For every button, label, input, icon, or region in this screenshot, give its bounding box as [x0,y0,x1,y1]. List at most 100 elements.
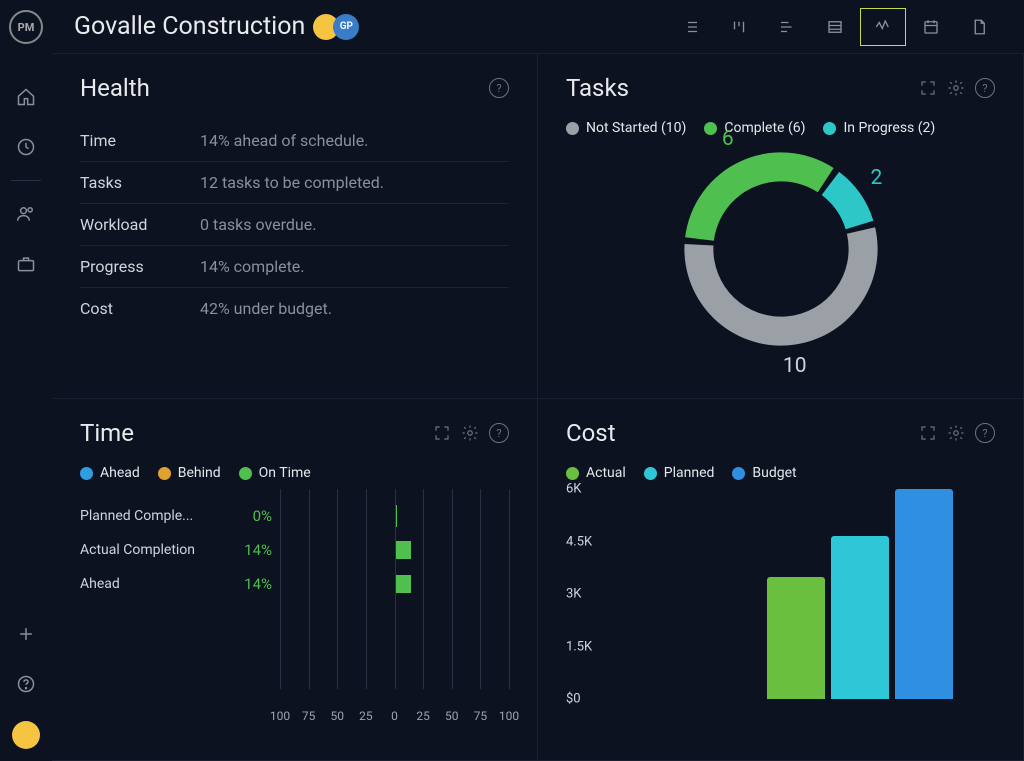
legend-item[interactable]: Behind [158,465,221,481]
legend-item[interactable]: In Progress (2) [823,120,935,136]
view-switcher [668,8,1002,46]
time-row-label: Planned Comple... [80,508,230,524]
time-bar [395,575,411,593]
legend-dot [158,467,171,480]
health-row: Tasks12 tasks to be completed. [80,162,509,204]
gear-icon[interactable] [461,424,479,442]
team-icon[interactable] [15,203,37,225]
sidebar: PM [0,0,52,761]
health-row: Time14% ahead of schedule. [80,120,509,162]
cost-chart: $01.5K3K4.5K6K [566,489,995,719]
legend-label: Planned [664,465,715,481]
health-row-value: 0 tasks overdue. [200,215,316,234]
donut-slice-label: 2 [871,166,883,190]
view-file-icon[interactable] [956,8,1002,46]
legend-item[interactable]: Actual [566,465,626,481]
time-help-icon[interactable]: ? [489,423,509,443]
member-avatar-2[interactable]: GP [333,14,359,40]
health-row-value: 14% ahead of schedule. [200,131,368,150]
help-icon[interactable] [15,673,37,695]
legend-label: Complete (6) [724,120,805,136]
app-logo[interactable]: PM [9,10,43,44]
legend-label: Ahead [100,465,140,481]
expand-icon[interactable] [919,424,937,442]
legend-label: Not Started (10) [586,120,686,136]
legend-item[interactable]: Ahead [80,465,140,481]
legend-item[interactable]: Budget [732,465,796,481]
view-board-icon[interactable] [716,8,762,46]
time-row-label: Actual Completion [80,542,230,558]
user-avatar-small[interactable] [12,721,40,749]
legend-label: Budget [752,465,796,481]
health-row-label: Time [80,131,200,150]
health-help-icon[interactable]: ? [489,78,509,98]
legend-dot [566,122,579,135]
view-table-icon[interactable] [812,8,858,46]
legend-dot [566,467,579,480]
view-list-icon[interactable] [668,8,714,46]
expand-icon[interactable] [433,424,451,442]
legend-dot [80,467,93,480]
legend-label: Actual [586,465,626,481]
time-legend: Ahead Behind On Time [80,465,509,481]
health-row: Workload0 tasks overdue. [80,204,509,246]
main-area: Govalle Construction GP Health ? Time14%… [52,0,1024,761]
cost-title: Cost [566,419,616,447]
legend-item[interactable]: Complete (6) [704,120,805,136]
cost-bar [831,536,889,699]
project-avatars[interactable]: GP [319,14,359,40]
cost-y-label: 6K [566,482,581,497]
add-icon[interactable] [15,623,37,645]
home-icon[interactable] [15,86,37,108]
time-bar [395,541,411,559]
cost-y-label: 4.5K [566,534,592,549]
briefcase-icon[interactable] [15,253,37,275]
legend-item[interactable]: Not Started (10) [566,120,686,136]
project-title: Govalle Construction [74,12,305,41]
time-title: Time [80,419,134,447]
legend-item[interactable]: Planned [644,465,715,481]
donut-slice-label: 6 [722,127,734,151]
view-calendar-icon[interactable] [908,8,954,46]
health-title: Health [80,74,150,102]
health-row-label: Cost [80,299,200,318]
legend-label: Behind [178,465,221,481]
time-rows: Planned Comple...0%Actual Completion14%A… [80,499,509,601]
health-row-label: Workload [80,215,200,234]
cost-help-icon[interactable]: ? [975,423,995,443]
gear-icon[interactable] [947,424,965,442]
legend-item[interactable]: On Time [239,465,311,481]
tasks-donut: 2106 [676,144,886,354]
health-row-value: 12 tasks to be completed. [200,173,384,192]
time-row-pct: 14% [230,575,280,593]
legend-dot [823,122,836,135]
legend-dot [704,122,717,135]
health-row-value: 42% under budget. [200,299,332,318]
time-row-pct: 14% [230,541,280,559]
clock-icon[interactable] [15,136,37,158]
donut-slice-label: 10 [783,354,807,378]
gear-icon[interactable] [947,79,965,97]
time-row: Actual Completion14% [80,533,509,567]
topbar: Govalle Construction GP [52,0,1024,54]
time-row: Planned Comple...0% [80,499,509,533]
view-gantt-icon[interactable] [764,8,810,46]
expand-icon[interactable] [919,79,937,97]
tasks-legend: Not Started (10) Complete (6) In Progress … [566,120,995,136]
health-row-value: 14% complete. [200,257,305,276]
legend-dot [239,467,252,480]
health-row: Cost42% under budget. [80,288,509,329]
legend-dot [644,467,657,480]
view-dashboard-icon[interactable] [860,8,906,46]
time-row: Ahead14% [80,567,509,601]
cost-y-label: 3K [566,587,581,602]
dashboard-grid: Health ? Time14% ahead of schedule.Tasks… [52,54,1024,761]
cost-y-label: $0 [566,692,581,707]
tasks-card: Tasks ? Not Started (10) Complete (6) In P… [538,54,1024,399]
tasks-title: Tasks [566,74,629,102]
health-row: Progress14% complete. [80,246,509,288]
cost-bar [895,489,953,699]
cost-y-label: 1.5K [566,639,592,654]
health-rows: Time14% ahead of schedule.Tasks12 tasks … [80,120,509,329]
tasks-help-icon[interactable]: ? [975,78,995,98]
